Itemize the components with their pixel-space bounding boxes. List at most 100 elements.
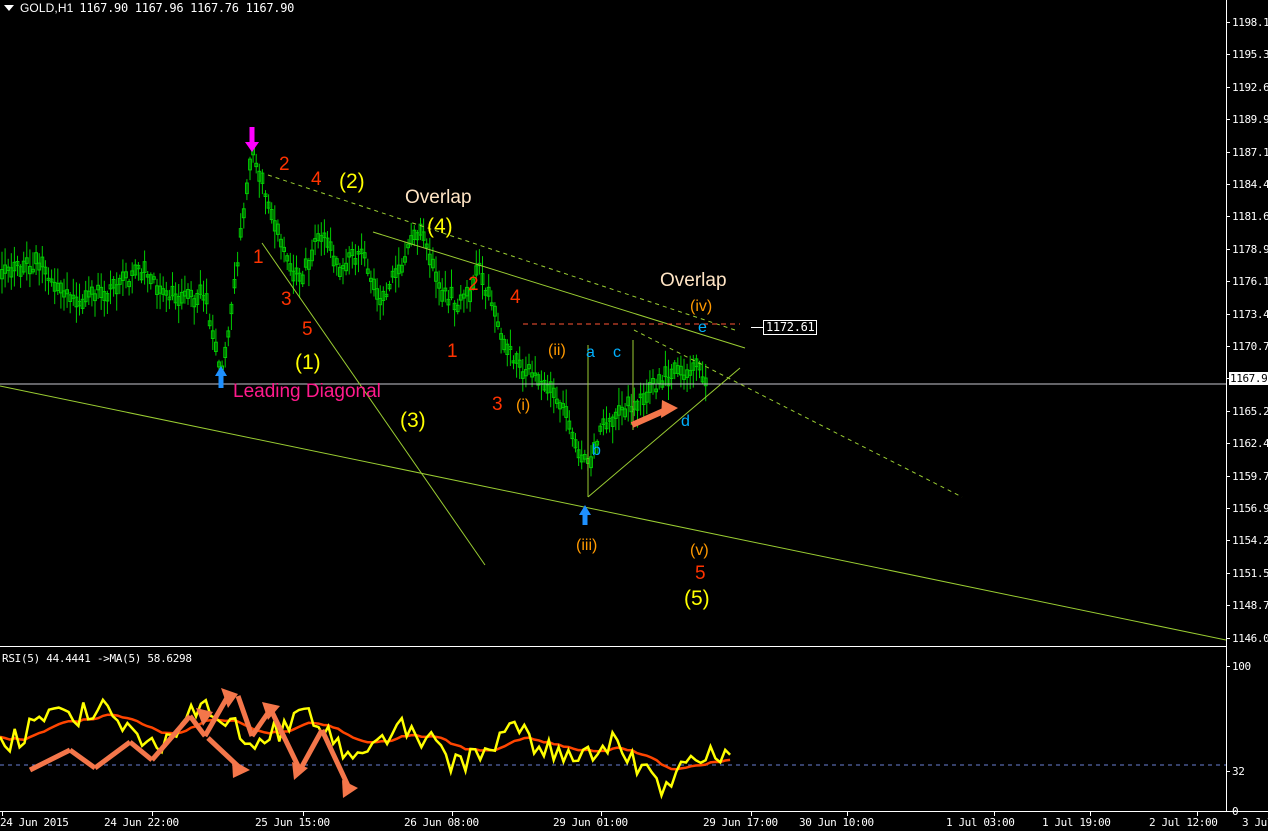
price-tag-hook	[751, 327, 763, 328]
price-tick	[1226, 443, 1230, 445]
wave-label-orange: (ii)	[548, 342, 566, 359]
price-axis-label: 1154.20	[1232, 534, 1268, 548]
candlestick-series	[0, 130, 708, 477]
wave-label-blue: b	[592, 442, 601, 459]
wave-label-red: 3	[281, 289, 292, 310]
time-axis-line	[0, 811, 1268, 812]
time-tick	[847, 811, 848, 816]
rsi-indicator-pane[interactable]: RSI(5) 44.4441 ->MA(5) 58.6298	[0, 650, 1226, 810]
wave-label-orange: (iv)	[690, 298, 713, 315]
rsi-chart-svg	[0, 688, 1226, 800]
time-axis-label: 30 Jun 10:00	[799, 816, 874, 829]
wave-label-yellow: (3)	[400, 409, 426, 432]
price-tick	[1226, 313, 1230, 315]
price-axis-label: 1162.45	[1232, 437, 1268, 451]
time-tick	[994, 811, 995, 816]
price-axis-label: 1151.50	[1232, 566, 1268, 580]
price-axis-label: 1184.40	[1232, 178, 1268, 191]
price-axis-label: 1189.90	[1232, 113, 1268, 127]
price-tick	[1226, 475, 1230, 477]
price-axis-label: 1176.15	[1232, 275, 1268, 289]
price-tick	[1226, 637, 1230, 639]
price-tick	[1226, 184, 1230, 185]
current-price-label: 1167.90	[1229, 372, 1268, 386]
axis-separator	[1226, 0, 1227, 811]
trendlines-solid	[0, 231, 1226, 641]
chart-header: GOLD,H1 1167.90 1167.96 1167.76 1167.90	[0, 0, 294, 16]
price-tick	[1226, 410, 1230, 412]
price-axis-label: 1181.65	[1232, 210, 1268, 224]
price-tick	[1226, 605, 1230, 607]
wave-label-orange: (iii)	[576, 537, 598, 554]
rsi-tick	[1226, 771, 1230, 772]
time-tick	[1197, 811, 1198, 816]
overlap-label: Overlap	[405, 187, 472, 208]
time-tick	[452, 811, 453, 816]
price-axis-label: 1187.15	[1232, 145, 1268, 159]
wave-label-red: 4	[311, 169, 322, 190]
wave-label-red: 2	[468, 274, 479, 295]
price-tick	[1226, 22, 1230, 23]
time-axis-label: 1 Jul 03:00	[946, 816, 1015, 829]
time-tick	[751, 811, 752, 816]
time-axis-label: 24 Jun 22:00	[104, 816, 179, 829]
wave-label-red: 3	[492, 394, 503, 415]
price-axis-label: 1198.10	[1232, 16, 1268, 29]
rsi-tick	[1226, 666, 1230, 667]
blue-up-arrow	[215, 366, 227, 388]
wave-label-blue: a	[586, 344, 595, 361]
wave-label-red: 2	[279, 154, 290, 175]
time-axis[interactable]: 24 Jun 2015 24 Jun 22:00 25 Jun 15:00 26 Ju…	[0, 811, 1268, 831]
wave-label-red: 5	[695, 563, 706, 584]
pane-separator-top	[0, 646, 1226, 647]
price-axis-label: 1173.40	[1232, 307, 1268, 321]
symbol-label: GOLD,H1	[20, 1, 74, 15]
time-axis-label: 3 Jul 05:00	[1242, 816, 1268, 829]
price-tick	[1226, 54, 1230, 56]
wave-label-blue: d	[681, 413, 690, 430]
rsi-axis-label: 32	[1232, 765, 1245, 778]
price-tick	[1226, 346, 1230, 347]
trendlines-dashed	[267, 174, 963, 498]
price-tick	[1226, 378, 1230, 380]
wave-label-red: 4	[510, 287, 521, 308]
time-tick	[1090, 811, 1091, 816]
price-chart-svg	[0, 127, 1226, 641]
time-axis-label: 29 Jun 01:00	[553, 816, 628, 829]
price-axis-label: 1192.65	[1232, 80, 1268, 94]
rsi-line	[0, 697, 731, 800]
rsi-arrow-group	[28, 688, 358, 798]
price-tick	[1226, 86, 1230, 88]
price-axis-label: 1165.20	[1232, 404, 1268, 418]
time-axis-label: 26 Jun 08:00	[404, 816, 479, 829]
magenta-down-arrow	[245, 127, 259, 152]
blue-up-arrow	[579, 505, 591, 525]
rsi-ma-line	[0, 713, 731, 771]
wave-label-blue: c	[613, 344, 621, 361]
wave-label-red: 1	[447, 341, 458, 362]
wave-label-yellow: (2)	[339, 170, 365, 193]
price-tick	[1226, 151, 1230, 153]
price-axis-label: 1195.35	[1232, 48, 1268, 62]
chevron-down-icon[interactable]	[4, 5, 14, 11]
price-tick	[1226, 216, 1230, 218]
wave-label-blue: e	[698, 319, 707, 336]
price-tick	[1226, 248, 1230, 250]
price-axis-label: 1156.95	[1232, 502, 1268, 515]
time-axis-label: 2 Jul 12:00	[1149, 816, 1218, 829]
time-axis-label: 24 Jun 2015	[0, 816, 69, 829]
wave-label-orange: (v)	[690, 542, 709, 559]
price-axis-label: 1146.00	[1232, 631, 1268, 645]
price-axis[interactable]: 1198.10 1195.35 1192.65 1189.90 1187.15 1184.…	[1226, 0, 1268, 818]
time-tick	[152, 811, 153, 816]
price-axis-label: 1170.70	[1232, 340, 1268, 353]
overlap-label: Overlap	[660, 270, 727, 291]
orange-trend-arrow	[630, 400, 678, 428]
resistance-price-tag: 1172.61	[763, 320, 818, 335]
ohlc-values: 1167.90 1167.96 1167.76 1167.90	[79, 1, 295, 15]
price-chart-pane[interactable]: 1 2 3 4 5 1 2 3 4 5 (1) (2) (3) (4) (5) (i) (ii) (iii) (iv…	[0, 0, 1226, 645]
wave-label-red: 1	[253, 247, 264, 268]
rsi-axis-label: 100	[1232, 660, 1251, 673]
price-tick	[1226, 508, 1230, 509]
